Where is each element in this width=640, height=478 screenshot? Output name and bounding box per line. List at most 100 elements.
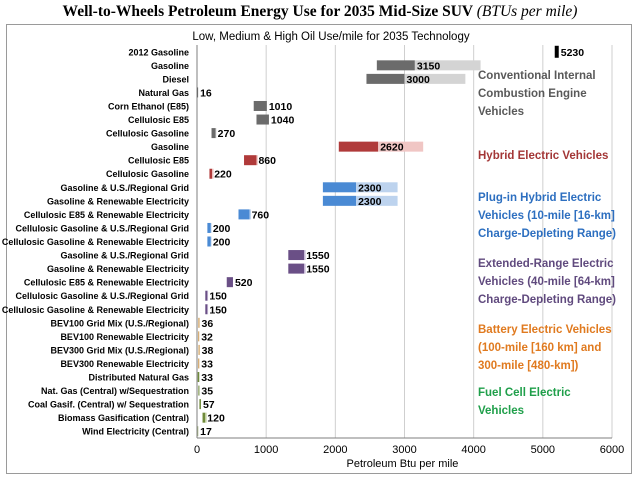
bar-medium-to-high (378, 141, 424, 152)
bar-low-to-medium (198, 331, 200, 342)
value-label: 150 (209, 291, 227, 303)
category-label: BEV300 Renewable Electricity (60, 359, 189, 369)
value-label: 2620 (380, 142, 404, 154)
category-label: Nat. Gas (Central) w/Sequestration (41, 386, 189, 396)
value-label: 3000 (407, 74, 431, 86)
category-label: Cellulosic E85 & Renewable Electricity (24, 210, 189, 220)
category-label: Cellulosic E85 (128, 115, 189, 125)
value-label: 33 (201, 372, 213, 384)
bar-medium-to-high (249, 209, 251, 220)
category-label: Gasoline & U.S./Regional Grid (60, 183, 189, 193)
value-label: 200 (213, 237, 231, 249)
value-label: 17 (200, 426, 212, 438)
chart-title-text: Well-to-Wheels Petroleum Energy Use for … (62, 3, 473, 20)
category-label: Cellulosic E85 & Renewable Electricity (24, 278, 189, 288)
bar-low-to-medium (226, 277, 233, 288)
bar-low-to-medium (207, 236, 211, 247)
bar-low-to-medium (209, 168, 213, 179)
value-label: 860 (258, 155, 276, 167)
value-label: 38 (202, 345, 214, 357)
bar-medium-to-high (207, 304, 209, 315)
bar-medium-to-high (212, 168, 214, 179)
bar-low-to-medium (198, 317, 200, 328)
bar-medium-to-high (205, 412, 207, 423)
category-label: Cellulosic Gasoline & U.S./Regional Grid (15, 291, 189, 301)
chart-title: Well-to-Wheels Petroleum Energy Use for … (0, 3, 640, 21)
value-label: 760 (252, 209, 270, 221)
category-label: Cellulosic Gasoline (106, 129, 189, 139)
value-label: 57 (203, 399, 215, 411)
bar-low-to-medium (338, 141, 379, 152)
x-tick-label: 5000 (531, 444, 555, 456)
value-label: 1550 (306, 250, 330, 262)
x-tick-label: 6000 (600, 444, 624, 456)
category-label: Cellulosic Gasoline & Renewable Electric… (2, 305, 189, 315)
bar-low-to-medium (197, 372, 200, 383)
bar-medium-to-high (210, 222, 212, 233)
category-label: Biomass Gasification (Central) (58, 413, 189, 423)
bar-low-to-medium (322, 195, 357, 206)
category-label: BEV300 Grid Mix (U.S./Regional) (50, 345, 189, 355)
value-label: 2300 (358, 182, 382, 194)
bar-medium-to-high (210, 236, 212, 247)
value-label: 5230 (561, 47, 585, 59)
group-label: Conventional Internal Combustion Engine … (478, 70, 596, 118)
value-label: 270 (218, 128, 236, 140)
bar-low-to-medium (198, 385, 200, 396)
bar-low-to-medium (288, 250, 305, 261)
x-tick-label: 1000 (254, 444, 278, 456)
x-axis-label: Petroleum Btu per mile (347, 458, 459, 470)
chart-frame (6, 24, 632, 474)
bar-low-to-medium (366, 73, 405, 84)
bar-low-to-medium (198, 358, 200, 369)
bar-medium-to-high (256, 155, 258, 166)
bar-low-to-medium (376, 60, 415, 71)
category-label: BEV100 Renewable Electricity (60, 332, 189, 342)
category-label: Cellulosic Gasoline (106, 169, 189, 179)
bar-baseline (554, 45, 559, 58)
bar-low-to-medium (244, 155, 257, 166)
bar-low-to-medium (322, 182, 357, 193)
value-label: 1040 (271, 115, 295, 127)
bar-medium-to-high (207, 290, 209, 301)
x-tick-label: 2000 (323, 444, 347, 456)
bar-low-to-medium (288, 263, 305, 274)
category-label: 2012 Gasoline (128, 47, 189, 57)
bar-medium-to-high (404, 73, 466, 84)
category-label: Gasoline (151, 61, 189, 71)
bar-medium-to-high (356, 182, 398, 193)
value-label: 1010 (269, 101, 293, 113)
value-label: 150 (209, 304, 227, 316)
bar-low-to-medium (205, 290, 208, 301)
value-label: 120 (207, 413, 225, 425)
chart-title-unit: (BTUs per mile) (476, 3, 578, 20)
category-label: Gasoline & Renewable Electricity (47, 264, 189, 274)
chart-subtitle: Low, Medium & High Oil Use/mile for 2035… (192, 31, 469, 43)
x-tick-label: 3000 (392, 444, 416, 456)
bar-low-to-medium (198, 344, 200, 355)
bar-medium-to-high (215, 128, 217, 139)
category-label: Natural Gas (138, 88, 189, 98)
bar-medium-to-high (356, 195, 398, 206)
value-label: 35 (201, 386, 213, 398)
bar-low-to-medium (207, 222, 211, 233)
bar-low-to-medium (205, 304, 208, 315)
group-label: Fuel Cell Electric Vehicles (478, 387, 571, 417)
category-label: Coal Gasif. (Central) w/ Sequestration (28, 400, 189, 410)
bar-medium-to-high (304, 250, 306, 261)
value-label: 33 (201, 358, 213, 370)
bar-low-to-medium (199, 399, 201, 410)
bar-low-to-medium (211, 128, 216, 139)
value-label: 3150 (417, 60, 441, 72)
category-label: Cellulosic Gasoline & U.S./Regional Grid (15, 223, 189, 233)
bar-low-to-medium (238, 209, 250, 220)
value-label: 32 (201, 331, 213, 343)
category-label: Gasoline & Renewable Electricity (47, 196, 189, 206)
category-label: Wind Electricity (Central) (82, 427, 189, 437)
x-tick-label: 4000 (461, 444, 485, 456)
bar-medium-to-high (414, 60, 481, 71)
value-label: 16 (200, 87, 212, 99)
category-label: Cellulosic Gasoline & Renewable Electric… (2, 237, 189, 247)
value-label: 520 (235, 277, 253, 289)
